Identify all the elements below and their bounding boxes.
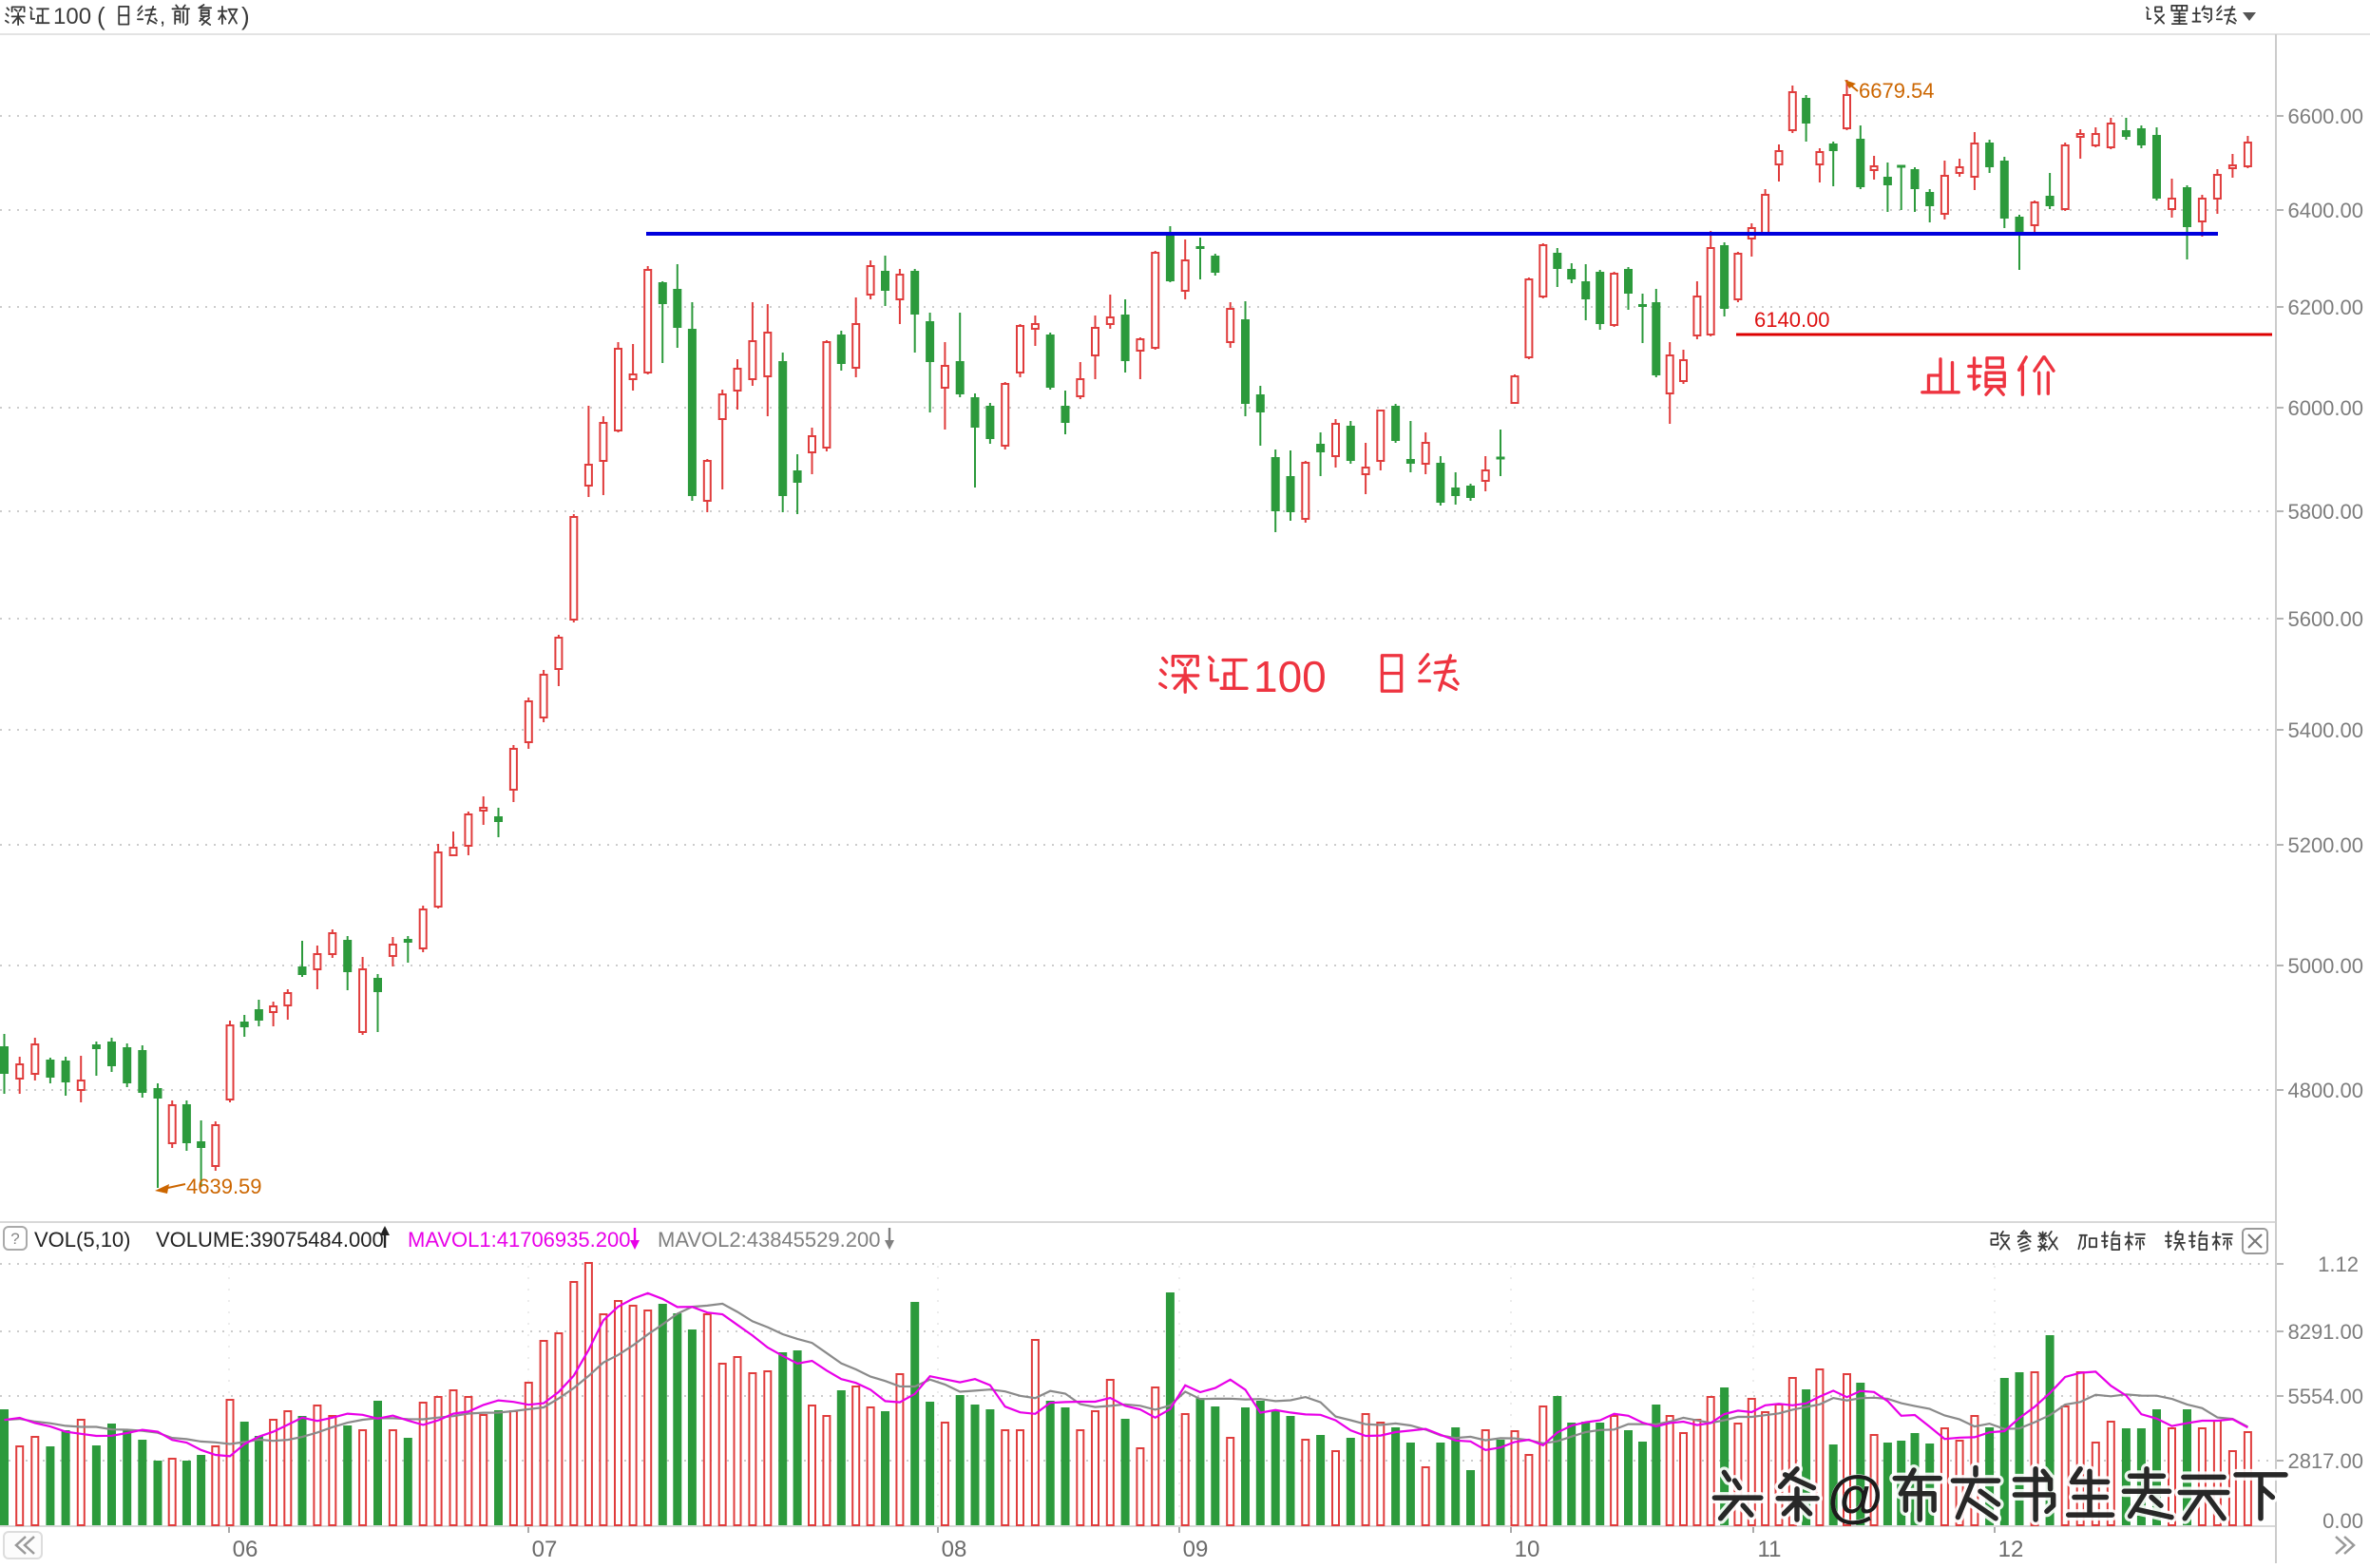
svg-text:@: @ [1827, 1464, 1883, 1528]
svg-text:10: 10 [1515, 1537, 1540, 1562]
svg-text:5800.00: 5800.00 [2287, 500, 2363, 524]
svg-text:8291.00: 8291.00 [2287, 1320, 2363, 1344]
svg-text:6679.54: 6679.54 [1859, 79, 1935, 103]
svg-text:MAVOL1:41706935.200: MAVOL1:41706935.200 [408, 1228, 630, 1252]
svg-text:5554.00: 5554.00 [2287, 1385, 2363, 1408]
svg-text:5400.00: 5400.00 [2287, 718, 2363, 742]
svg-text:6400.00: 6400.00 [2287, 199, 2363, 222]
svg-text:): ) [241, 2, 250, 30]
svg-text:08: 08 [942, 1537, 967, 1562]
svg-text:100: 100 [1253, 652, 1327, 701]
svg-text:5600.00: 5600.00 [2287, 607, 2363, 631]
svg-text:4639.59: 4639.59 [186, 1175, 262, 1198]
svg-text:4800.00: 4800.00 [2287, 1079, 2363, 1102]
svg-text:VOLUME:39075484.000: VOLUME:39075484.000 [156, 1228, 384, 1252]
svg-text:6140.00: 6140.00 [1754, 308, 1830, 332]
svg-text:06: 06 [233, 1537, 258, 1562]
svg-text:6200.00: 6200.00 [2287, 296, 2363, 319]
svg-text:5000.00: 5000.00 [2287, 954, 2363, 978]
svg-text:11: 11 [1758, 1537, 1782, 1562]
svg-text:(: ( [97, 2, 105, 30]
svg-text:,: , [160, 5, 165, 29]
svg-text:09: 09 [1183, 1537, 1209, 1562]
svg-text:0.00: 0.00 [2322, 1509, 2363, 1533]
svg-text:07: 07 [532, 1537, 558, 1562]
svg-text:1.12: 1.12 [2318, 1252, 2359, 1276]
svg-text:@: @ [1827, 1464, 1883, 1528]
svg-text:VOL(5,10): VOL(5,10) [34, 1228, 131, 1252]
svg-text:6000.00: 6000.00 [2287, 396, 2363, 420]
svg-text:?: ? [10, 1230, 19, 1248]
svg-text:MAVOL2:43845529.200: MAVOL2:43845529.200 [658, 1228, 880, 1252]
svg-text:6600.00: 6600.00 [2287, 105, 2363, 128]
svg-text:2817.00: 2817.00 [2287, 1449, 2363, 1473]
svg-text:12: 12 [1998, 1537, 2024, 1562]
svg-text:100: 100 [53, 4, 91, 29]
svg-text:5200.00: 5200.00 [2287, 833, 2363, 857]
